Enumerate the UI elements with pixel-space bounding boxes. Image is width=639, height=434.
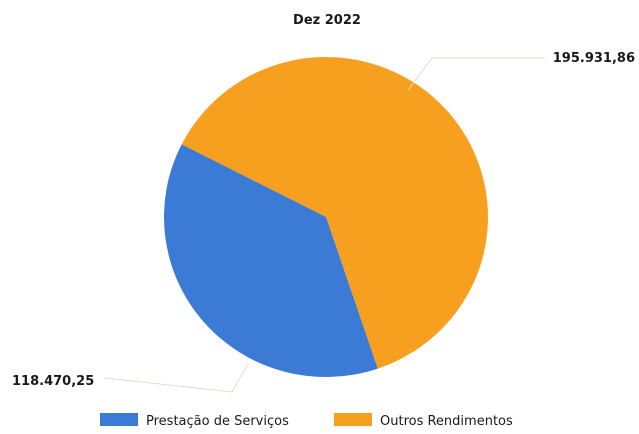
- data-label-outros-rendimentos: 195.931,86: [553, 51, 635, 66]
- pie-slice-prestacao-de-servicos: [164, 144, 378, 378]
- leader-lines: [104, 57, 545, 393]
- legend-label: Outros Rendimentos: [380, 414, 513, 429]
- legend-label: Prestação de Serviços: [146, 414, 289, 429]
- data-labels: 195.931,86 118.470,25: [12, 51, 635, 389]
- legend-swatch: [100, 413, 138, 426]
- chart-title: Dez 2022: [293, 13, 361, 28]
- legend-swatch: [334, 413, 372, 426]
- legend-item-outros-rendimentos: Outros Rendimentos: [334, 413, 513, 429]
- leader-line-prestacao-de-servicos: [104, 363, 249, 393]
- leader-line-outros-rendimentos: [407, 57, 545, 91]
- pie-slices: [164, 57, 489, 378]
- data-label-prestacao-de-servicos: 118.470,25: [12, 374, 94, 389]
- legend-item-prestacao-de-servicos: Prestação de Serviços: [100, 413, 289, 429]
- legend: Prestação de Serviços Outros Rendimentos: [100, 413, 513, 429]
- pie-slice-outros-rendimentos: [181, 57, 489, 369]
